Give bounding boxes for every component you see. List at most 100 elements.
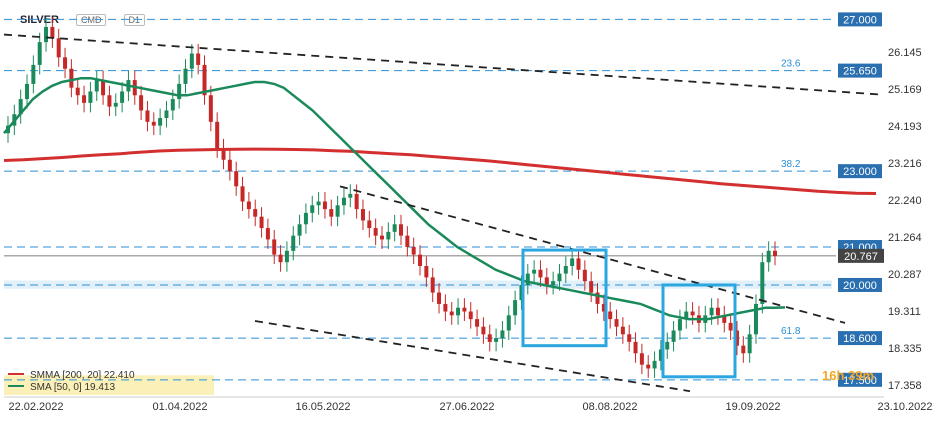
candle-body	[487, 334, 492, 342]
candle-body	[360, 209, 365, 221]
candle-body	[196, 53, 201, 65]
highlight-box	[521, 248, 608, 348]
candle-body	[506, 315, 511, 331]
candle-body	[303, 212, 308, 225]
candle-body	[158, 118, 163, 126]
candle-body	[500, 330, 505, 339]
candle-body	[253, 209, 258, 217]
level-label: 20.000	[843, 280, 877, 292]
candle-body	[215, 121, 220, 149]
candle-body	[671, 330, 676, 342]
x-tick-label: 01.04.2022	[152, 401, 207, 413]
level-label: 27.000	[843, 14, 877, 26]
candle-body	[430, 277, 435, 293]
candle-body	[272, 239, 277, 255]
candle-body	[418, 254, 423, 266]
candle-body	[766, 250, 771, 263]
candle-body	[475, 319, 480, 327]
candle-body	[246, 201, 251, 210]
candle-body	[773, 250, 777, 256]
candle-body	[139, 95, 144, 111]
chart-header: SILVER CMD D1	[20, 14, 159, 26]
candle-body	[284, 250, 289, 263]
trendline-middle	[339, 185, 846, 324]
candle-body	[715, 307, 720, 316]
candle-body	[582, 269, 587, 282]
candle-body	[525, 273, 530, 285]
candle-body	[316, 201, 321, 206]
fib-label: 38.2	[781, 159, 801, 170]
y-tick-label: 24.193	[888, 121, 922, 133]
candle-body	[608, 311, 613, 320]
candle-body	[620, 326, 625, 335]
symbol-sub: CMD	[75, 14, 107, 26]
candle-body	[690, 311, 695, 316]
smma-line	[3, 147, 877, 195]
level-label-box	[838, 63, 882, 78]
support-zone	[4, 280, 832, 289]
trendline-lower	[254, 320, 691, 393]
candle-body	[513, 300, 518, 316]
candle-body	[627, 334, 632, 342]
y-tick-label: 25.169	[888, 84, 922, 96]
candle-body	[437, 292, 442, 304]
candle-body	[614, 319, 619, 327]
y-tick-label: 21.264	[888, 232, 922, 244]
candle-body	[259, 216, 264, 229]
candle-body	[37, 42, 42, 65]
candle-body	[544, 277, 549, 285]
candle-body	[570, 258, 575, 266]
candle-body	[551, 281, 556, 285]
candle-body	[107, 95, 112, 107]
x-tick-label: 23.10.2022	[877, 401, 932, 413]
candle-body	[25, 83, 30, 100]
candle-body	[379, 235, 384, 240]
candle-body	[278, 254, 283, 263]
highlight-box	[661, 283, 737, 379]
x-tick-label: 22.02.2022	[8, 401, 63, 413]
candle-body	[56, 38, 61, 58]
candle-body	[367, 220, 372, 229]
candle-body	[145, 110, 150, 122]
candle-body	[424, 266, 429, 278]
candle-body	[684, 311, 689, 320]
candle-body	[234, 171, 239, 187]
level-label-box	[838, 12, 882, 27]
level-label: 25.650	[843, 66, 877, 78]
candle-body	[760, 262, 765, 304]
candle-body	[373, 228, 378, 236]
fib-label: 61.8	[781, 326, 801, 337]
timeframe-button[interactable]: D1	[123, 14, 146, 26]
candle-body	[386, 231, 391, 240]
candle-body	[728, 322, 733, 331]
candle-body	[646, 364, 651, 369]
candle-body	[494, 338, 499, 342]
candle-body	[18, 99, 23, 115]
y-tick-label: 18.335	[888, 343, 922, 355]
candle-body	[601, 303, 606, 312]
candle-body	[120, 91, 125, 103]
candle-body	[297, 224, 302, 236]
candle-body	[443, 303, 448, 312]
candle-body	[69, 68, 74, 88]
candle-body	[75, 87, 80, 96]
candle-body	[164, 110, 169, 119]
candle-body	[741, 345, 746, 354]
level-label-box	[838, 164, 882, 179]
candle-body	[227, 159, 232, 172]
level-label-box	[838, 277, 882, 292]
candle-body	[335, 205, 340, 217]
candle-body	[595, 292, 600, 304]
candle-body	[329, 209, 334, 217]
last-price-box	[838, 248, 884, 263]
candle-body	[658, 349, 663, 361]
candle-body	[291, 235, 296, 251]
trendline-upper	[3, 33, 881, 96]
candle-body	[208, 95, 213, 122]
fib-label: 23.6	[781, 59, 801, 70]
candle-timer: 16h 39m	[822, 368, 875, 383]
candle-body	[563, 266, 568, 274]
candle-body	[639, 353, 644, 365]
legend-entry: SMMA [200, 20] 22.410	[30, 370, 135, 381]
